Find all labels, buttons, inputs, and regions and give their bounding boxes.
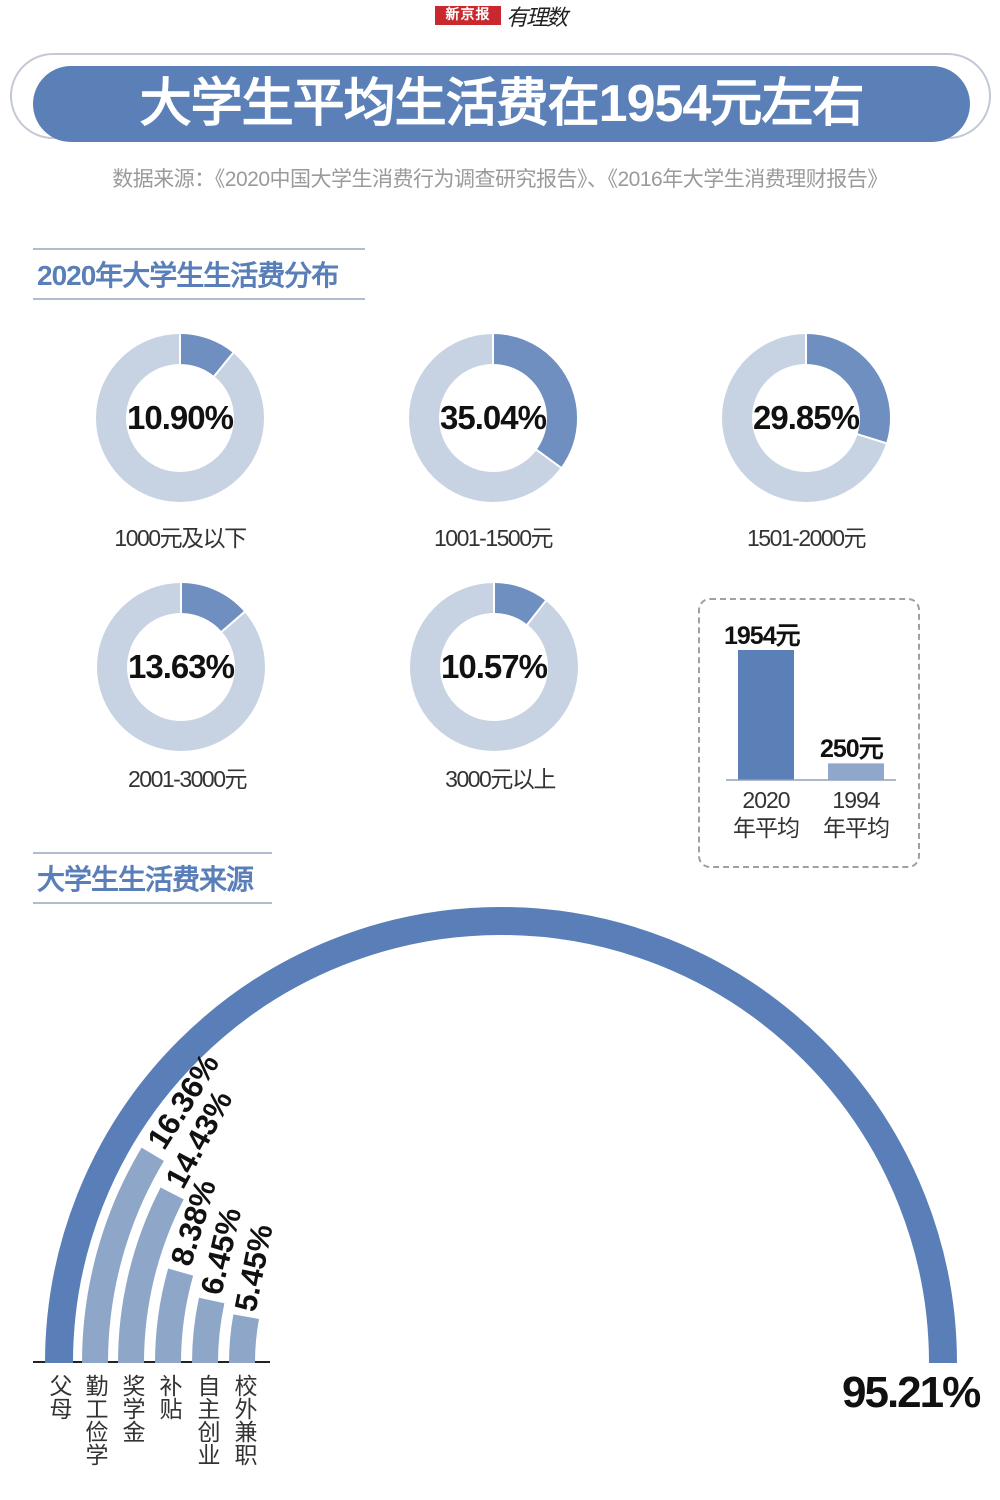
donut-chart <box>409 333 577 502</box>
radial-category-label: 父母 <box>46 1374 72 1420</box>
donut-separator <box>856 432 888 445</box>
radial-bar-奖学金 <box>118 1187 184 1364</box>
donut-percent-label: 29.85% <box>753 399 860 436</box>
section-title-sources: 大学生生活费来源 <box>33 852 272 904</box>
donut-percent-label: 10.57% <box>441 648 548 685</box>
radial-category-label: 补贴 <box>156 1374 182 1420</box>
bar-1994 <box>828 763 884 780</box>
radial-category-label: 校外兼职 <box>231 1374 257 1466</box>
donut-category-label: 2001-3000元 <box>128 766 248 792</box>
section-title-distribution: 2020年大学生生活费分布 <box>33 248 365 300</box>
donut-percent-label: 35.04% <box>440 399 547 436</box>
donut-chart <box>97 582 265 751</box>
comparison-box <box>698 598 920 868</box>
logo-column: 有理数 <box>506 6 568 31</box>
bar-category-year: 1994 <box>832 787 880 813</box>
radial-bar-自主创业 <box>192 1297 225 1364</box>
data-source: 数据来源：《2020中国大学生消费行为调查研究报告》、《2016年大学生消费理财… <box>112 168 888 191</box>
donut-chart <box>96 333 264 502</box>
donut-chart <box>722 333 890 502</box>
donut-category-label: 3000元以上 <box>445 766 556 792</box>
donut-separator <box>220 610 246 634</box>
donut-category-label: 1000元及以下 <box>114 525 247 551</box>
radial-category-label: 自主创业 <box>194 1374 220 1466</box>
page-title: 大学生平均生活费在1954元左右 <box>33 66 970 142</box>
donut-percent-label: 13.63% <box>128 648 235 685</box>
donut-separator <box>525 599 548 626</box>
radial-bar-勤工俭学 <box>82 1147 164 1364</box>
donut-category-label: 1001-1500元 <box>434 525 554 551</box>
logo-brand: 新京报 <box>435 6 501 25</box>
donut-percent-label: 10.90% <box>127 399 234 436</box>
bar-2020 <box>738 650 794 780</box>
radial-label-parents: 95.21% <box>842 1368 981 1417</box>
bar-category-suffix: 年平均 <box>823 815 890 841</box>
bar-category-2020: 2020 年平均 <box>726 786 806 842</box>
donut-separator <box>535 448 563 469</box>
bar-category-year: 2020 <box>742 787 790 813</box>
donut-chart <box>410 582 578 751</box>
radial-category-label: 勤工俭学 <box>82 1374 108 1466</box>
radial-category-label: 奖学金 <box>119 1374 145 1443</box>
donut-category-label: 1501-2000元 <box>747 525 867 551</box>
donut-separator <box>212 351 235 378</box>
radial-bar-父母 <box>45 907 957 1364</box>
bar-label-1994: 250元 <box>820 735 884 764</box>
bar-category-1994: 1994 年平均 <box>816 786 896 842</box>
bar-category-suffix: 年平均 <box>733 815 800 841</box>
radial-bar-补贴 <box>155 1268 194 1364</box>
bar-label-2020: 1954元 <box>724 622 801 650</box>
comparison-bar-chart <box>726 650 896 781</box>
radial-bar-校外兼职 <box>229 1314 260 1364</box>
